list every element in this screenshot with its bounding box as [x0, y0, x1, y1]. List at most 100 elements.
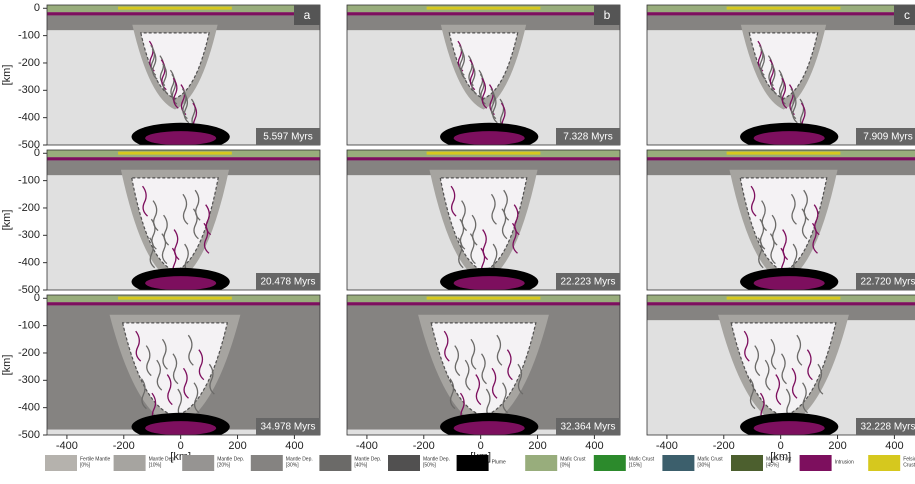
- streak: [208, 363, 215, 395]
- time-box: [256, 128, 320, 145]
- frame: [46, 294, 321, 436]
- panel: [347, 295, 620, 435]
- streak: [470, 338, 477, 370]
- y-tick-label: 0: [34, 2, 40, 14]
- felsic-crust: [426, 296, 541, 300]
- lithosphere: [647, 15, 915, 31]
- time-label: 7.328 Myrs: [563, 132, 612, 143]
- x-axis-label: [km]: [770, 451, 791, 463]
- streak: [802, 382, 808, 414]
- intrusion-layer: [647, 12, 915, 16]
- legend-label: [0%]: [560, 462, 571, 468]
- frame: [346, 4, 621, 146]
- frame: [346, 149, 621, 291]
- letter-box: [294, 5, 320, 25]
- streak: [449, 378, 456, 410]
- legend-label: [30%]: [286, 462, 299, 468]
- streak: [801, 208, 808, 240]
- time-box: [856, 418, 915, 435]
- streak: [764, 359, 771, 391]
- time-label: 34.978 Myrs: [260, 422, 315, 433]
- streak: [506, 349, 513, 381]
- intrusion: [145, 276, 217, 290]
- streak: [464, 359, 471, 391]
- x-tick-label: 200: [228, 440, 246, 452]
- y-tick-label: -100: [18, 175, 40, 187]
- frame: [646, 149, 915, 291]
- streak: [496, 334, 503, 366]
- streak: [781, 77, 788, 109]
- streak: [470, 63, 477, 95]
- streak: [775, 374, 782, 406]
- streak: [172, 77, 179, 109]
- panel: [347, 150, 620, 290]
- legend-label: [0%]: [80, 462, 91, 468]
- felsic-crust: [426, 151, 541, 155]
- streak: [770, 63, 777, 95]
- streak: [198, 349, 205, 381]
- streak: [183, 92, 190, 124]
- legend-label: [15%]: [629, 462, 642, 468]
- legend-label: Plume: [492, 459, 506, 465]
- lithosphere: [47, 160, 320, 176]
- streak: [145, 345, 152, 377]
- streak: [743, 330, 750, 362]
- streak: [182, 193, 189, 225]
- legend-swatch: [868, 455, 901, 471]
- y-tick-label: 0: [34, 292, 40, 304]
- letter-box: [594, 5, 620, 25]
- legend-swatch: [388, 455, 420, 471]
- y-tick-label: -200: [18, 347, 40, 359]
- panel: [647, 5, 915, 145]
- y-tick-label: -200: [18, 57, 40, 69]
- felsic-crust: [426, 6, 541, 10]
- y-tick-label: -500: [18, 139, 40, 151]
- x-tick-label: 400: [285, 440, 303, 452]
- time-box: [856, 273, 915, 290]
- lithosphere: [347, 160, 620, 176]
- intrusion: [753, 131, 825, 145]
- intrusion: [453, 131, 525, 145]
- legend-swatch: [456, 455, 489, 471]
- y-tick-label: -400: [18, 402, 40, 414]
- streak: [193, 382, 200, 414]
- x-tick-label: 0: [778, 440, 784, 452]
- streak: [480, 353, 487, 385]
- streak: [454, 345, 461, 377]
- streak: [151, 48, 158, 80]
- legend-label: Crust: [903, 462, 915, 468]
- legend-label: Mantle Dep.: [217, 456, 244, 462]
- frame: [346, 294, 621, 436]
- streak: [511, 222, 518, 254]
- time-label: 22.720 Myrs: [860, 277, 915, 288]
- legend-label: [50%]: [423, 462, 436, 468]
- legend-label: Mafic Crust: [629, 456, 655, 462]
- lithosphere: [647, 160, 915, 176]
- letter-box: [894, 5, 915, 25]
- time-box: [556, 273, 620, 290]
- streak: [142, 185, 148, 217]
- intrusion-layer: [647, 302, 915, 306]
- streak: [791, 367, 798, 399]
- intrusion: [145, 421, 217, 435]
- streak: [749, 378, 756, 410]
- frame: [46, 4, 321, 146]
- y-tick-label: -500: [18, 284, 40, 296]
- streak: [469, 233, 476, 265]
- panel: [47, 150, 320, 290]
- y-tick-label: -200: [18, 202, 40, 214]
- felsic-crust: [726, 151, 841, 155]
- y-tick-label: -300: [18, 229, 40, 241]
- legend-swatch: [250, 455, 283, 471]
- intrusion-layer: [47, 302, 320, 306]
- x-tick-label: 400: [585, 440, 603, 452]
- x-tick-label: -200: [413, 440, 435, 452]
- streak: [754, 345, 761, 377]
- x-tick-label: 400: [885, 440, 903, 452]
- legend-label: Mantle Dep.: [149, 456, 176, 462]
- intrusion-layer: [347, 157, 620, 161]
- intrusion: [453, 421, 525, 435]
- felsic-crust: [118, 151, 232, 155]
- streak: [780, 353, 787, 385]
